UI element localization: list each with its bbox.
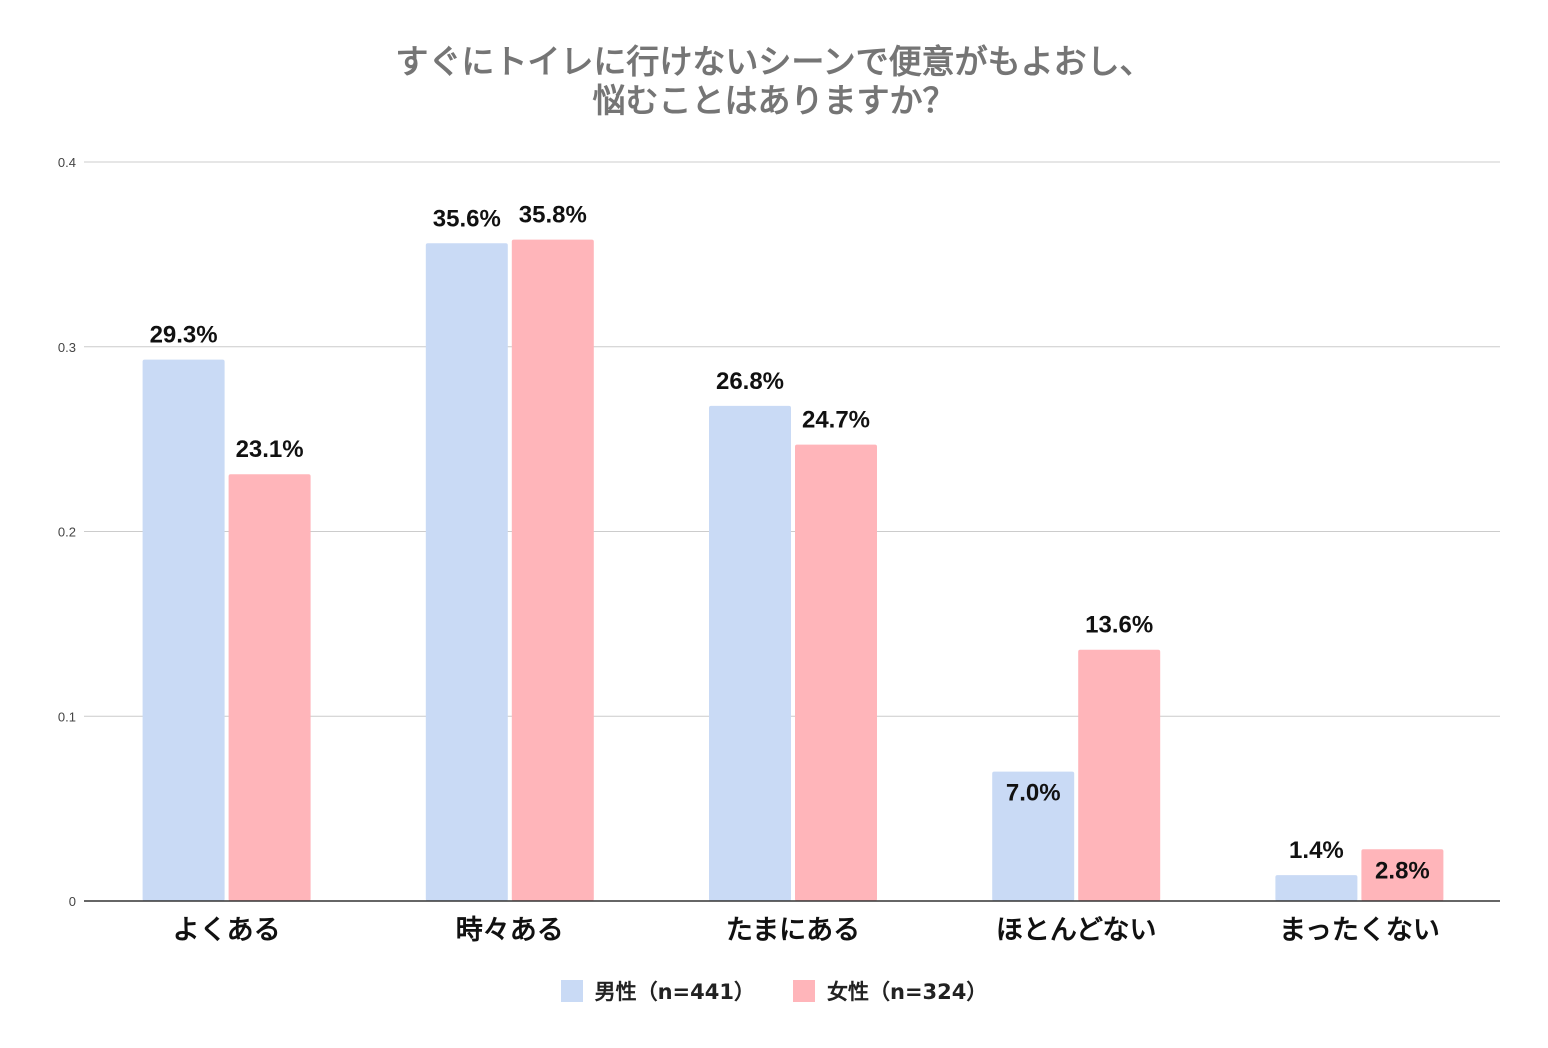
x-category-label: よくある xyxy=(173,915,281,946)
data-label: 13.6% xyxy=(1085,612,1153,639)
bar xyxy=(1275,875,1358,901)
y-tick-label: 0.4 xyxy=(58,155,76,170)
bar xyxy=(511,239,594,902)
y-tick-label: 0.1 xyxy=(58,709,76,724)
bar xyxy=(709,405,791,901)
bar xyxy=(1078,649,1161,901)
data-label: 35.6% xyxy=(433,205,501,232)
bar xyxy=(992,771,1075,901)
bar xyxy=(795,444,877,901)
x-category-label: まったくない xyxy=(1279,915,1440,946)
bar xyxy=(425,243,508,902)
x-category-label: ほとんどない xyxy=(996,915,1157,946)
legend-item-male: 男性（n=441） xyxy=(560,976,755,1006)
y-tick-label: 0.3 xyxy=(58,340,76,355)
data-label: 23.1% xyxy=(236,436,304,463)
chart-title-line-1: すぐにトイレに行けないシーンで便意がもよおし、 xyxy=(395,42,1153,81)
legend-label-male: 男性（n=441） xyxy=(594,980,755,1004)
bar xyxy=(1361,849,1444,901)
data-label: 2.8% xyxy=(1375,857,1430,884)
bar xyxy=(142,359,225,901)
chart-title: すぐにトイレに行けないシーンで便意がもよおし、 悩むことはありますか？ xyxy=(0,42,1548,120)
y-tick-label: 0 xyxy=(69,894,76,909)
x-category-label: たまにある xyxy=(726,915,860,946)
data-label: 1.4% xyxy=(1289,837,1344,864)
bar xyxy=(228,474,311,901)
legend-swatch-male xyxy=(560,980,583,1002)
legend-item-female: 女性（n=324） xyxy=(793,976,987,1006)
x-category-label: 時々ある xyxy=(456,915,564,946)
chart-title-line-2: 悩むことはありますか？ xyxy=(592,81,956,120)
data-label: 35.8% xyxy=(519,202,587,229)
legend: 男性（n=441） 女性（n=324） xyxy=(0,976,1548,1006)
data-label: 7.0% xyxy=(1006,780,1061,807)
data-label: 26.8% xyxy=(716,368,784,395)
y-tick-label: 0.2 xyxy=(58,525,76,540)
data-label: 29.3% xyxy=(150,322,218,349)
legend-label-female: 女性（n=324） xyxy=(827,980,988,1004)
data-label: 24.7% xyxy=(802,407,870,434)
legend-swatch-female xyxy=(793,980,815,1002)
